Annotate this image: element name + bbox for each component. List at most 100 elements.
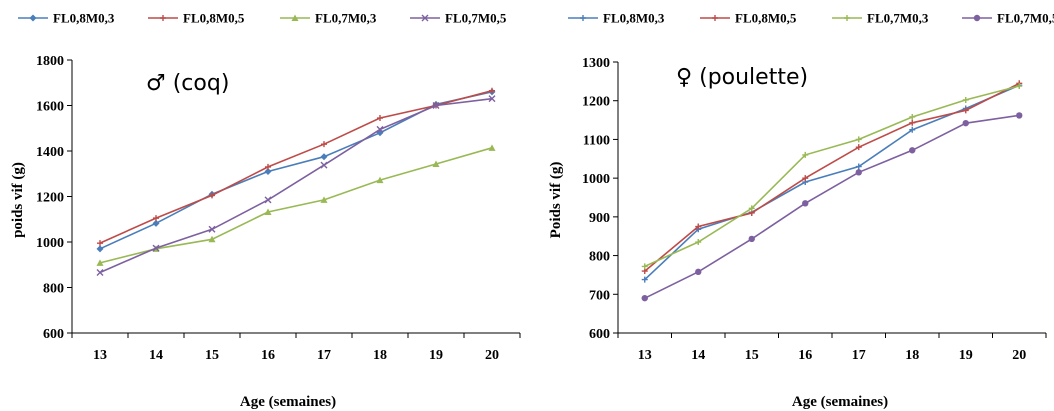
y-axis-title-coq: poids vif (g): [10, 162, 26, 238]
series-FL0,7M0,3: [641, 83, 1023, 270]
series-line: [644, 114, 1020, 299]
y-axis-title-poulette: Poids vif (g): [548, 162, 564, 239]
series-line: [99, 97, 493, 274]
data-point: [695, 268, 702, 276]
data-point: [97, 240, 103, 247]
data-point: [96, 268, 104, 276]
legend-item: FL0,7M0,3: [832, 11, 929, 26]
series-line: [644, 84, 1020, 281]
series-FL0,8M0,3: [96, 88, 496, 253]
legend-coq: FL0,8M0,3 FL0,8M0,5 FL0,7M0,3 FL0,7M0,5: [18, 11, 507, 26]
data-point: [488, 95, 496, 103]
y-tick-label: 1400: [36, 145, 64, 160]
chart-coq: FL0,8M0,3 FL0,8M0,5 FL0,7M0,3 FL0,7M0,5 ♂ (…: [10, 11, 521, 410]
data-point: [208, 235, 216, 243]
data-point: [802, 151, 809, 158]
data-point: [320, 161, 328, 169]
data-point: [264, 196, 272, 204]
data-point: [265, 163, 271, 170]
legend-label: FL0,7M0,3: [315, 11, 377, 26]
legend-item: FL0,7M0,3: [280, 11, 377, 26]
legend-marker: [712, 15, 718, 21]
legend-marker: [580, 15, 586, 21]
data-point: [855, 163, 862, 170]
data-point: [377, 115, 383, 122]
data-point: [641, 276, 648, 283]
y-tick-label: 600: [43, 327, 64, 342]
y-tick-label: 1200: [582, 95, 610, 110]
data-point: [1016, 83, 1023, 90]
data-point: [748, 205, 755, 212]
series-FL0,7M0,3: [96, 144, 496, 266]
x-tick-label: 20: [1012, 348, 1026, 363]
data-point: [208, 225, 216, 233]
data-point: [748, 235, 755, 243]
series-line: [99, 147, 493, 264]
data-point: [802, 175, 809, 182]
legend-marker: [29, 14, 37, 22]
legend-item: FL0,7M0,5: [410, 11, 507, 26]
x-tick-label: 18: [373, 348, 387, 363]
data-point: [264, 167, 272, 175]
data-point: [320, 196, 328, 203]
series-FL0,8M0,5: [641, 80, 1023, 275]
legend-label: FL0,8M0,5: [183, 11, 245, 26]
legend-item: FL0,7M0,5: [962, 11, 1054, 26]
legend-item: FL0,8M0,3: [568, 11, 665, 26]
annotation-poulette: ♀ (poulette): [676, 65, 808, 90]
legend-item: FL0,8M0,3: [18, 11, 115, 26]
data-point: [909, 147, 916, 154]
legend-label: FL0,7M0,5: [445, 11, 507, 26]
data-point: [641, 263, 648, 270]
legend-label: FL0,7M0,3: [867, 11, 929, 26]
data-point: [488, 144, 496, 151]
y-tick-label: 1000: [36, 236, 64, 251]
data-point: [264, 208, 272, 215]
x-tick-label: 16: [261, 348, 275, 363]
y-tick-label: 800: [589, 250, 610, 265]
legend-marker: [973, 14, 981, 22]
series-FL0,8M0,5: [97, 87, 495, 247]
data-point: [152, 219, 160, 227]
y-tick-label: 700: [589, 288, 610, 303]
data-point: [152, 244, 160, 252]
data-point: [909, 126, 916, 133]
y-tick-label: 900: [589, 211, 610, 226]
series-FL0,7M0,5: [96, 95, 496, 276]
y-tick-label: 1300: [582, 56, 610, 71]
data-point: [909, 113, 916, 120]
x-tick-label: 15: [205, 348, 219, 363]
data-point: [962, 96, 969, 103]
x-tick-label: 16: [798, 348, 812, 363]
x-tick-label: 20: [485, 348, 499, 363]
series-line: [644, 85, 1020, 268]
y-tick-label: 1000: [582, 172, 610, 187]
data-point: [489, 87, 495, 94]
y-tick-label: 1600: [36, 100, 64, 115]
x-tick-label: 19: [959, 348, 973, 363]
data-point: [962, 107, 969, 114]
legend-label: FL0,8M0,3: [53, 11, 115, 26]
data-point: [855, 169, 862, 176]
x-axis-title-poulette: Age (semaines): [792, 394, 888, 410]
legend-label: FL0,8M0,3: [603, 11, 665, 26]
data-point: [321, 141, 327, 148]
data-point: [802, 200, 809, 207]
chart-poulette: FL0,8M0,3 FL0,8M0,5 FL0,7M0,3 FL0,7M0,5 ♀ (…: [548, 11, 1054, 411]
data-point: [320, 153, 328, 161]
x-tick-label: 14: [149, 348, 163, 363]
data-point: [855, 144, 862, 151]
x-tick-label: 17: [317, 348, 331, 363]
x-tick-label: 15: [745, 348, 759, 363]
x-tick-label: 19: [429, 348, 443, 363]
data-point: [432, 102, 440, 109]
legend-marker: [160, 15, 166, 21]
data-point: [376, 125, 384, 133]
legend-label: FL0,7M0,5: [997, 11, 1054, 26]
data-point: [153, 215, 159, 222]
x-tick-label: 13: [638, 348, 652, 363]
series-line: [99, 91, 493, 250]
y-tick-label: 800: [43, 282, 64, 297]
data-point: [695, 239, 702, 246]
